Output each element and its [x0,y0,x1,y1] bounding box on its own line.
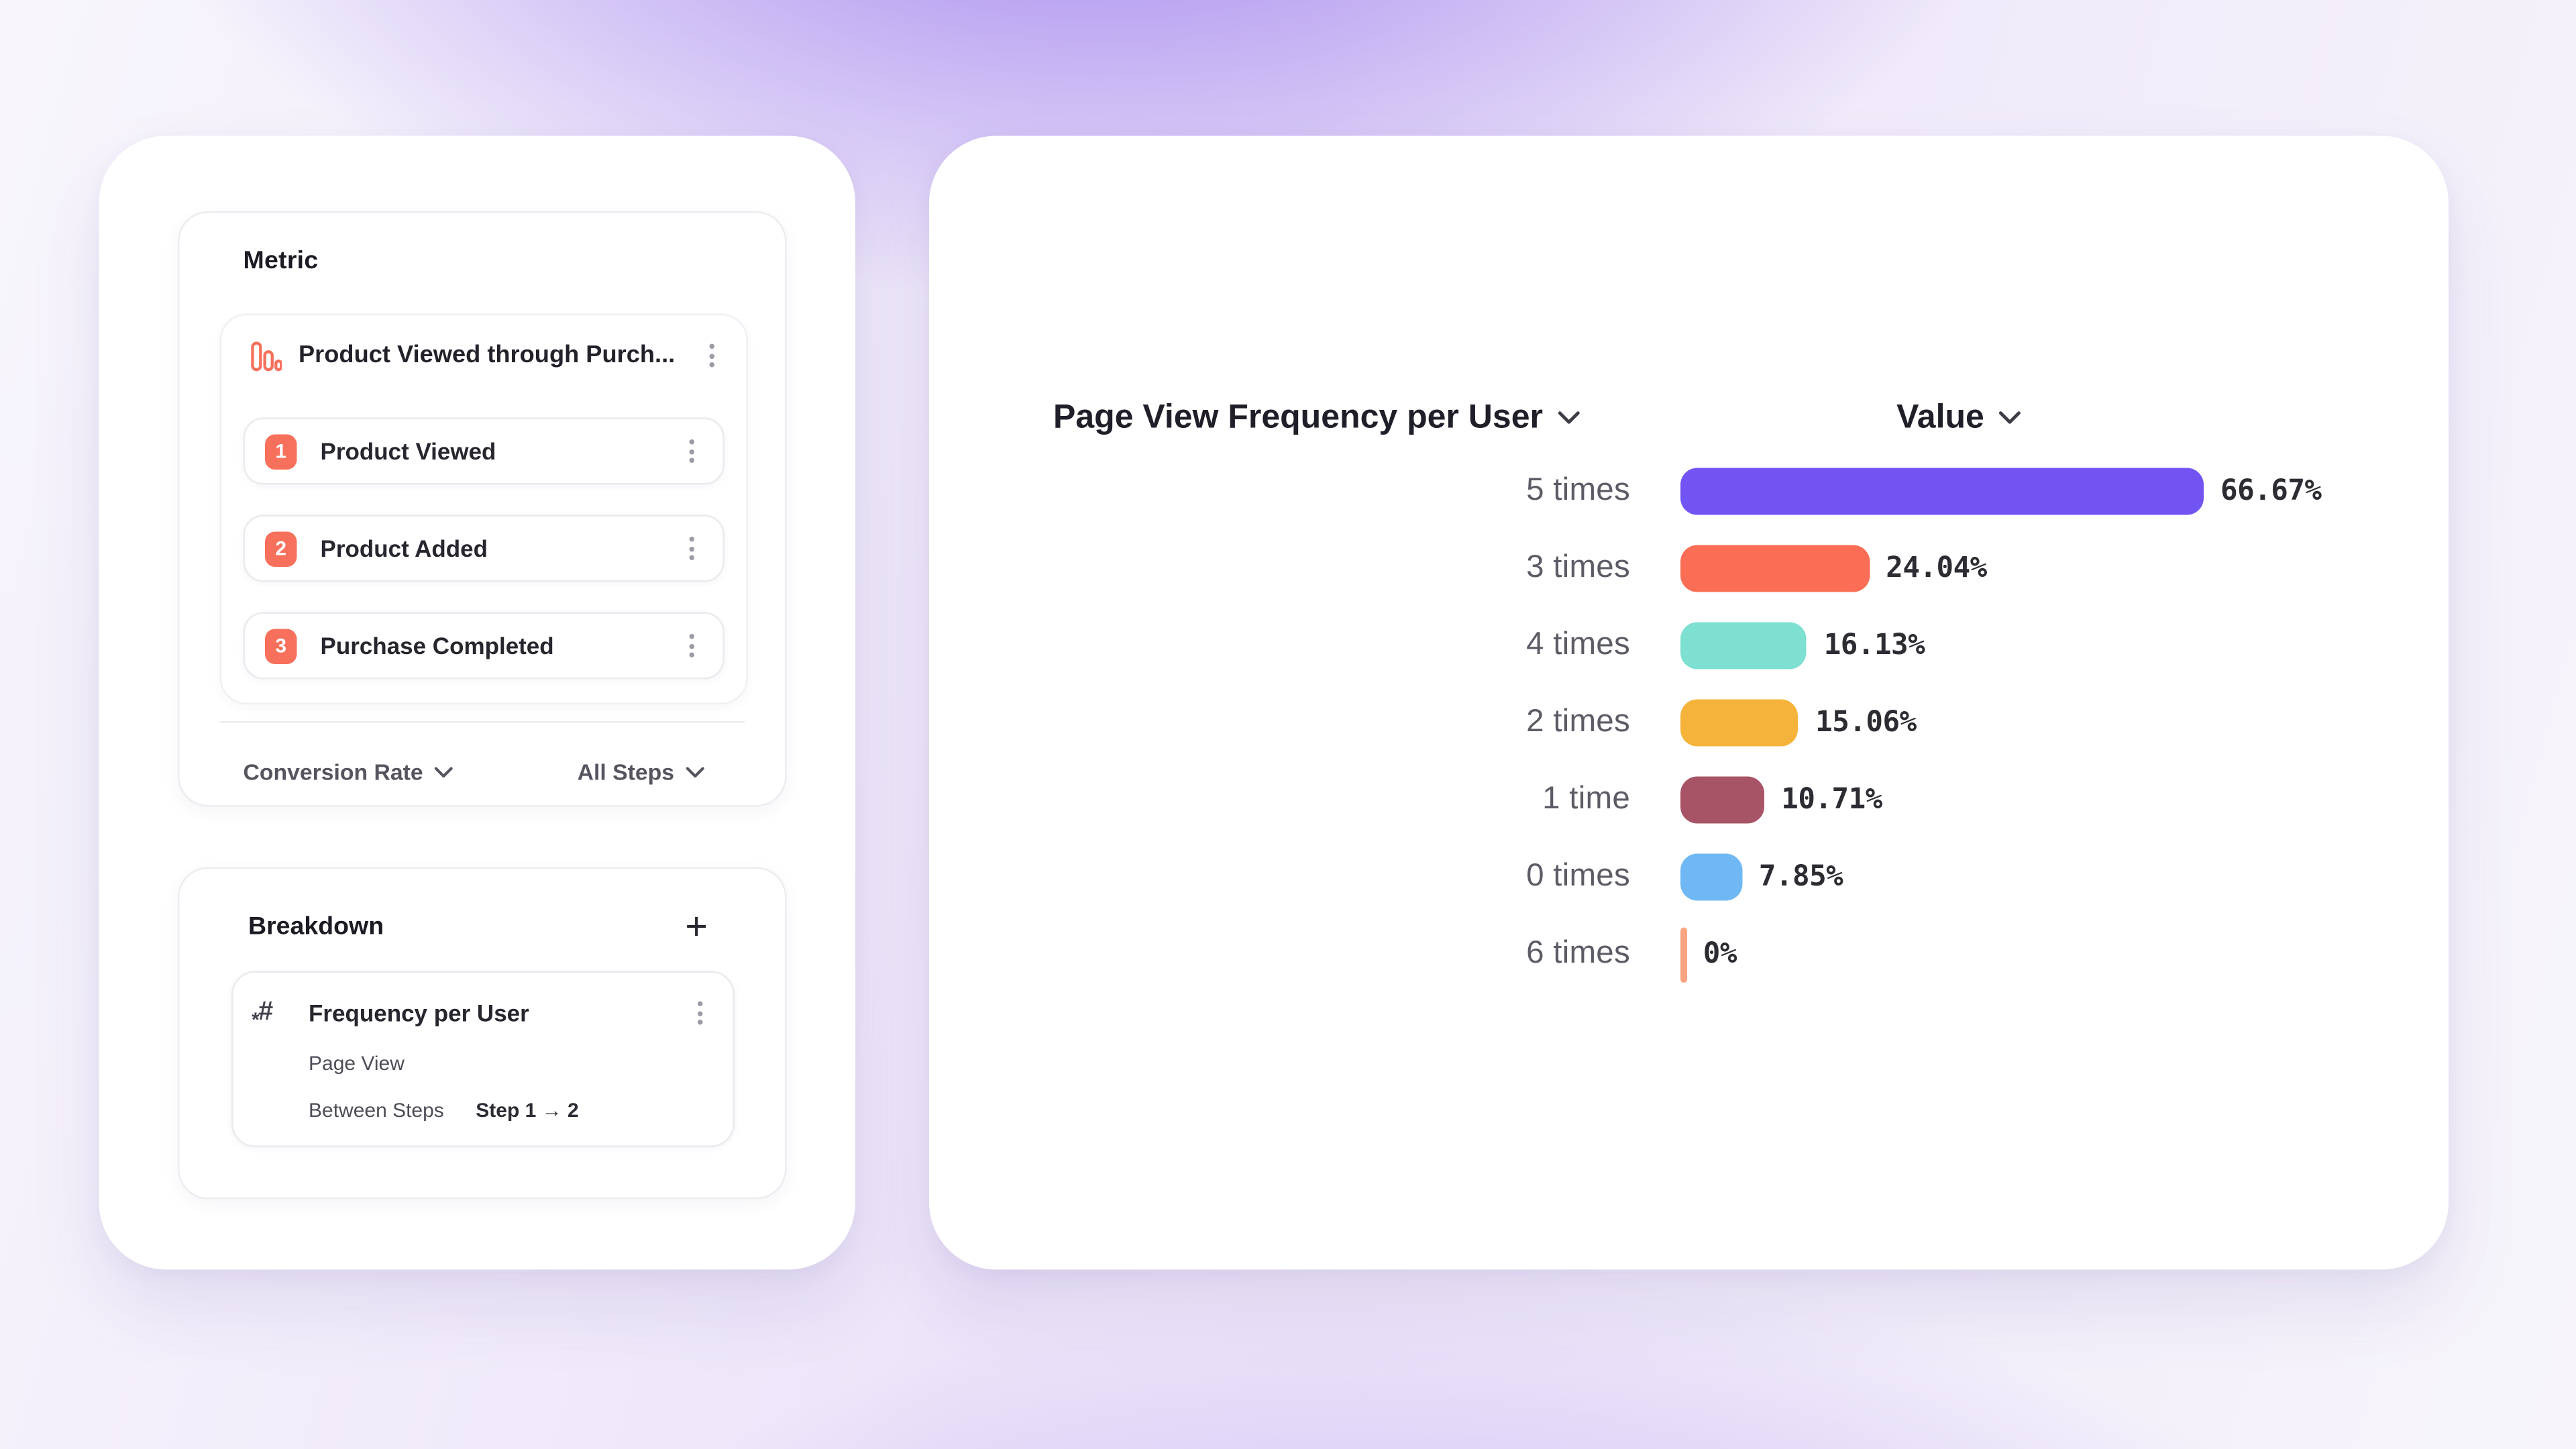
conversion-rate-dropdown[interactable]: Conversion Rate [244,759,453,784]
kebab-menu-icon[interactable] [680,532,703,566]
breakdown-event: Page View [309,1051,405,1075]
chart-row: 4 times 16.13% [929,607,2449,684]
metric-footer: Conversion Rate All Steps [244,745,705,798]
chart-row-label: 3 times [1526,550,1630,586]
funnel-step[interactable]: 1 Product Viewed [243,417,724,485]
chart-bar-value: 66.67% [2220,474,2322,508]
breakdown-section: Breakdown + # * Frequency per User Page … [178,867,787,1199]
query-panel-card: Metric Product Viewed through Purch... 1… [99,136,855,1270]
funnel-step[interactable]: 2 Product Added [243,515,724,582]
chart-bar-wrap: 24.04% [1680,545,1987,592]
chevron-down-icon [435,766,453,777]
step-label: Product Added [320,535,488,562]
chart-bar-value: 24.04% [1886,551,1987,586]
chart-bar[interactable] [1680,545,1870,592]
add-breakdown-button[interactable]: + [685,904,708,948]
chevron-down-icon [1558,411,1580,424]
step-number-badge: 3 [265,628,297,663]
breakdown-header: Breakdown + [248,904,708,948]
chart-bar-wrap: 10.71% [1680,776,1882,824]
step-number-badge: 2 [265,531,297,566]
chart-bar-value: 7.85% [1758,860,1843,894]
chart-row-label: 2 times [1526,704,1630,740]
chart-bar[interactable] [1680,622,1807,669]
chart-bar-wrap: 0% [1680,926,1737,982]
chart-row: 2 times 15.06% [929,684,2449,761]
chart-bar[interactable] [1680,926,1686,982]
chart-bar-wrap: 15.06% [1680,699,1917,747]
chart-bar-value: 15.06% [1815,706,1917,740]
chart-row-label: 0 times [1526,859,1630,894]
chart-row: 1 time 10.71% [929,761,2449,839]
chart-row-label: 1 time [1542,782,1630,817]
chart-bar-value: 0% [1703,937,1737,971]
funnel-step[interactable]: 3 Purchase Completed [243,612,724,680]
chart-bar[interactable] [1680,468,2204,515]
chart-bar[interactable] [1680,699,1799,747]
breakdown-item[interactable]: # * Frequency per User Page View Between… [231,971,735,1147]
step-label: Product Viewed [320,437,496,465]
value-column-label: Value [1896,399,1984,436]
category-column-dropdown[interactable]: Page View Frequency per User [1053,394,1580,441]
chart-row-label: 5 times [1526,473,1630,508]
conversion-rate-label: Conversion Rate [243,759,423,784]
chart-bar[interactable] [1680,853,1742,901]
breakdown-item-title: Frequency per User [309,1000,529,1026]
bar-chart: 5 times 66.67% 3 times 24.04% 4 times 16.13% 2… [929,453,2449,993]
hash-property-icon: # * [252,998,292,1032]
kebab-menu-icon[interactable] [680,629,703,663]
funnel-header[interactable]: Product Viewed through Purch... [221,315,747,396]
value-column-dropdown[interactable]: Value [1896,394,2021,441]
chart-title: Page View Frequency per User [1053,399,1543,436]
chart-row: 0 times 7.85% [929,839,2449,916]
step-label: Purchase Completed [320,632,554,659]
chart-bar-wrap: 16.13% [1680,622,1925,669]
chart-row: 5 times 66.67% [929,453,2449,530]
chart-row: 6 times 0% [929,916,2449,993]
chart-bar-value: 16.13% [1823,629,1925,663]
chart-row-label: 6 times [1526,936,1630,971]
chart-row: 3 times 24.04% [929,530,2449,607]
all-steps-label: All Steps [577,759,674,784]
breakdown-item-header: # * Frequency per User [233,973,733,1032]
breakdown-between-row: Between Steps Step 1 → 2 [233,1075,733,1122]
kebab-menu-icon[interactable] [688,996,711,1030]
step-number-badge: 1 [265,433,297,469]
funnel-title: Product Viewed through Purch... [299,342,676,369]
chart-bar-value: 10.71% [1781,783,1882,817]
chevron-down-icon [1999,411,2021,424]
chevron-down-icon [686,766,704,777]
step-range-label: Step 1 → 2 [476,1098,579,1122]
chart-bar-wrap: 66.67% [1680,468,2322,515]
chart-row-label: 4 times [1526,627,1630,663]
chart-bar[interactable] [1680,776,1765,824]
chart-card: Page View Frequency per User Value 5 tim… [929,136,2449,1270]
divider [219,721,745,723]
chart-bar-wrap: 7.85% [1680,853,1843,901]
metric-section: Metric Product Viewed through Purch... 1… [178,211,787,807]
all-steps-dropdown[interactable]: All Steps [578,759,704,784]
kebab-menu-icon[interactable] [700,339,723,372]
kebab-menu-icon[interactable] [680,435,703,468]
funnel-group: Product Viewed through Purch... 1 Product… [219,313,748,704]
metric-section-title: Metric [243,246,319,276]
funnel-steps-list: 1 Product Viewed 2 Product Added 3 Purchase C… [221,396,747,701]
breakdown-title: Breakdown [248,911,384,941]
funnel-chart-icon [251,341,282,370]
between-steps-label: Between Steps [309,1098,444,1122]
asterisk-icon: * [252,1008,260,1032]
